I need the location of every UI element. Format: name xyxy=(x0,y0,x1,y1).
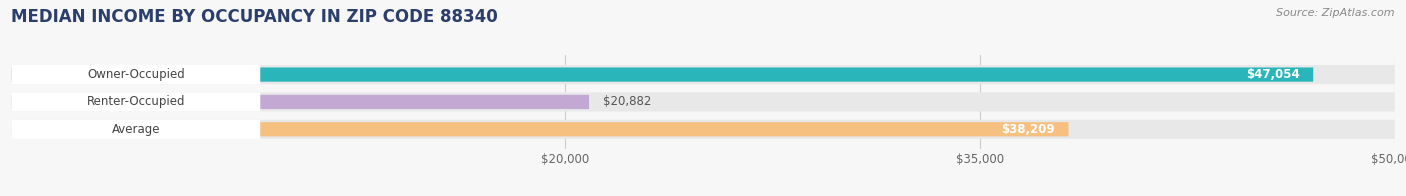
Text: $38,209: $38,209 xyxy=(1001,123,1054,136)
Text: $20,882: $20,882 xyxy=(603,95,651,108)
FancyBboxPatch shape xyxy=(11,92,260,112)
FancyBboxPatch shape xyxy=(11,120,1395,139)
Text: Average: Average xyxy=(111,123,160,136)
Text: Owner-Occupied: Owner-Occupied xyxy=(87,68,184,81)
Text: MEDIAN INCOME BY OCCUPANCY IN ZIP CODE 88340: MEDIAN INCOME BY OCCUPANCY IN ZIP CODE 8… xyxy=(11,8,498,26)
FancyBboxPatch shape xyxy=(11,92,1395,112)
Text: Renter-Occupied: Renter-Occupied xyxy=(87,95,186,108)
FancyBboxPatch shape xyxy=(11,65,1395,84)
FancyBboxPatch shape xyxy=(11,65,260,84)
FancyBboxPatch shape xyxy=(11,95,589,109)
FancyBboxPatch shape xyxy=(11,122,1069,136)
Text: $47,054: $47,054 xyxy=(1246,68,1299,81)
FancyBboxPatch shape xyxy=(11,120,260,139)
Text: Source: ZipAtlas.com: Source: ZipAtlas.com xyxy=(1277,8,1395,18)
FancyBboxPatch shape xyxy=(11,67,1313,82)
